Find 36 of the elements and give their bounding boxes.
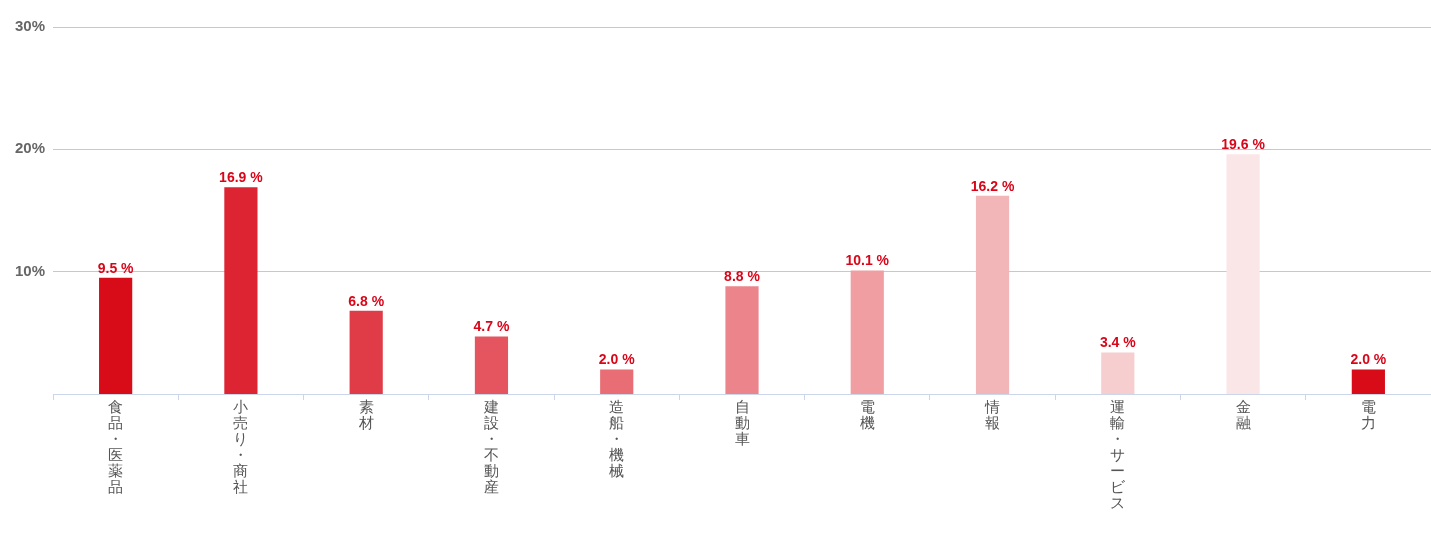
- x-tick-label: 小売り・商社: [233, 398, 249, 496]
- x-tick-label: 自動車: [734, 398, 750, 448]
- data-label: 16.9 %: [219, 169, 264, 186]
- data-label: 10.1 %: [845, 252, 890, 269]
- data-label: 2.0 %: [1350, 351, 1387, 368]
- y-tick-label: 10%: [14, 261, 45, 279]
- x-tick-label: 情報: [984, 398, 1001, 432]
- data-label: 16.2 %: [970, 177, 1015, 194]
- bar: [975, 195, 1010, 394]
- data-label: 2.0 %: [598, 351, 636, 368]
- bar: [474, 336, 509, 394]
- y-tick-label: 20%: [14, 139, 45, 157]
- x-tick-label: 素材: [357, 398, 374, 432]
- bar: [99, 277, 133, 394]
- data-label: 9.5 %: [97, 259, 135, 276]
- x-tick-label: 電機: [859, 398, 875, 432]
- x-tick-label: 造船・機械: [609, 398, 625, 480]
- bar: [725, 286, 759, 394]
- data-label: 4.7 %: [473, 318, 510, 335]
- x-tick-label: 食品・医薬品: [108, 398, 124, 496]
- bar: [1226, 154, 1260, 394]
- data-label: 19.6 %: [1221, 136, 1266, 153]
- bar: [224, 187, 258, 394]
- bar: [1351, 369, 1385, 394]
- x-tick-label: 電力: [1360, 398, 1376, 432]
- bar: [349, 310, 383, 394]
- bar: [850, 270, 884, 394]
- data-label: 8.8 %: [724, 268, 761, 285]
- y-tick-label: 30%: [14, 17, 45, 35]
- data-label: 6.8 %: [348, 292, 385, 309]
- x-tick-label: 金融: [1235, 398, 1251, 432]
- bar: [1101, 352, 1135, 394]
- data-label: 3.4 %: [1099, 334, 1137, 351]
- x-tick-label: 運輸・サービス: [1110, 398, 1127, 512]
- x-tick-label: 建設・不動産: [482, 398, 499, 496]
- bar: [600, 369, 634, 394]
